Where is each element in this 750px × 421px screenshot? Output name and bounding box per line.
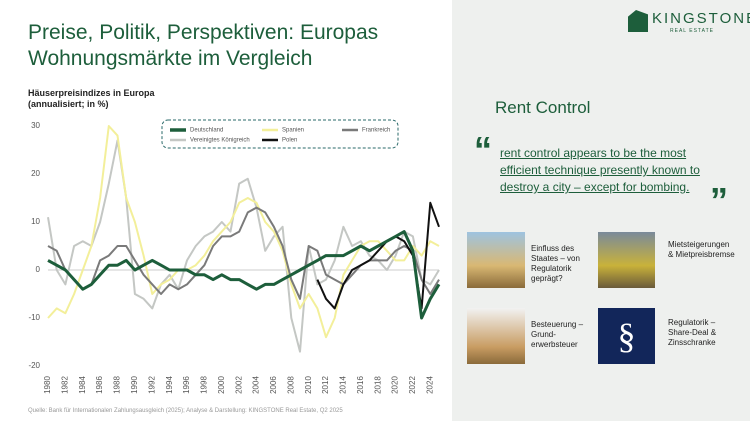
x-tick-label: 2024 <box>425 376 434 394</box>
caption-line: erwerbsteuer <box>531 340 578 349</box>
chart-title-line: (annualisiert; in %) <box>28 99 109 109</box>
caption-line: Regulatorik – <box>668 318 716 327</box>
tile-image <box>598 232 655 288</box>
caption-line: Mietsteigerungen <box>668 240 730 249</box>
x-tick-label: 1986 <box>95 376 104 394</box>
tile-caption: Mietsteigerungen & Mietpreisbremse <box>668 240 735 260</box>
x-tick-label: 1982 <box>60 376 69 394</box>
logo-icon <box>628 10 648 32</box>
tile-image: § <box>598 308 655 364</box>
x-tick-label: 2006 <box>269 376 278 394</box>
x-tick-label: 2020 <box>391 376 400 394</box>
quote-line: rent control appears to be the most <box>500 146 687 160</box>
y-tick-label: -10 <box>28 313 40 322</box>
tile-caption: Einfluss des Staates – von Regulatorik gepr… <box>531 244 580 284</box>
y-tick-label: -20 <box>28 361 40 370</box>
quote-line: efficient technique presently known to <box>500 163 700 177</box>
x-tick-label: 1984 <box>78 376 87 394</box>
series-line <box>47 206 440 300</box>
x-tick-label: 2002 <box>234 376 243 394</box>
x-tick-label: 2014 <box>339 376 348 394</box>
x-tick-label: 2010 <box>304 376 313 394</box>
legend-label: Polen <box>282 138 297 144</box>
caption-line: Regulatorik <box>531 264 572 273</box>
x-tick-label: 2000 <box>217 376 226 394</box>
caption-line: Share-Deal & <box>668 328 717 337</box>
slide-title: Preise, Politik, Perspektiven: Europas W… <box>28 20 378 72</box>
legend-box <box>161 119 399 149</box>
x-tick-label: 1998 <box>200 376 209 394</box>
series-line <box>47 139 440 353</box>
tile-image <box>467 308 525 364</box>
title-line: Preise, Politik, Perspektiven: Europas <box>28 21 379 44</box>
tile-caption: Besteuerung – Grund-erwerbsteuer <box>531 320 583 350</box>
x-tick-label: 2016 <box>356 376 365 394</box>
tile-caption: Regulatorik – Share-Deal & Zinsschranke <box>668 318 716 348</box>
title-line: Wohnungsmärkte im Vergleich <box>28 47 313 70</box>
x-tick-label: 2012 <box>321 376 330 394</box>
series-line <box>47 125 440 339</box>
quote-line: destroy a city – except for bombing. <box>500 180 690 194</box>
caption-line: Grund- <box>531 330 556 339</box>
caption-line: Zinsschranke <box>668 338 716 347</box>
x-tick-label: 2008 <box>286 376 295 394</box>
logo-name: KINGSTONE <box>652 10 750 27</box>
x-tick-label: 2022 <box>408 376 417 394</box>
x-tick-label: 1992 <box>147 376 156 394</box>
series-line <box>47 230 441 320</box>
legend-label: Spanien <box>282 128 304 134</box>
caption-line: Staates – von <box>531 254 580 263</box>
legend-label: Frankreich <box>362 128 390 134</box>
x-tick-label: 1990 <box>130 376 139 394</box>
caption-line: Besteuerung – <box>531 320 584 329</box>
chart-title-line: Häuserpreisindizes in Europa <box>28 88 155 98</box>
x-tick-label: 1980 <box>43 376 52 394</box>
y-tick-label: 0 <box>36 265 41 274</box>
panel-heading: Rent Control <box>495 98 591 117</box>
source-note: Quelle: Bank für Internationalen Zahlung… <box>28 408 343 414</box>
y-tick-label: 20 <box>31 169 40 178</box>
y-tick-label: 30 <box>31 121 40 130</box>
quote-mark: “ <box>474 129 492 170</box>
quote: rent control appears to be the most effi… <box>500 145 700 196</box>
chart: -20 -10 0 10 20 30 1980 1982 1984 1986 1988 1990 199… <box>28 119 441 394</box>
caption-line: & Mietpreisbremse <box>668 250 735 259</box>
x-tick-label: 1996 <box>182 376 191 394</box>
x-tick-label: 1988 <box>113 376 122 394</box>
x-tick-label: 1994 <box>165 376 174 394</box>
x-tick-label: 2004 <box>252 376 261 394</box>
legend-label: Deutschland <box>190 128 223 134</box>
quote-mark: ” <box>710 180 728 221</box>
y-tick-label: 10 <box>31 217 40 226</box>
caption-line: Einfluss des <box>531 244 575 253</box>
legend-label: Vereinigtes Königreich <box>190 138 250 144</box>
chart-title: Häuserpreisindizes in Europa (annualisie… <box>28 88 155 110</box>
tile-image <box>467 232 525 288</box>
logo-tagline: REAL ESTATE <box>670 28 714 34</box>
caption-line: geprägt? <box>531 274 563 283</box>
x-tick-label: 2018 <box>373 376 382 394</box>
